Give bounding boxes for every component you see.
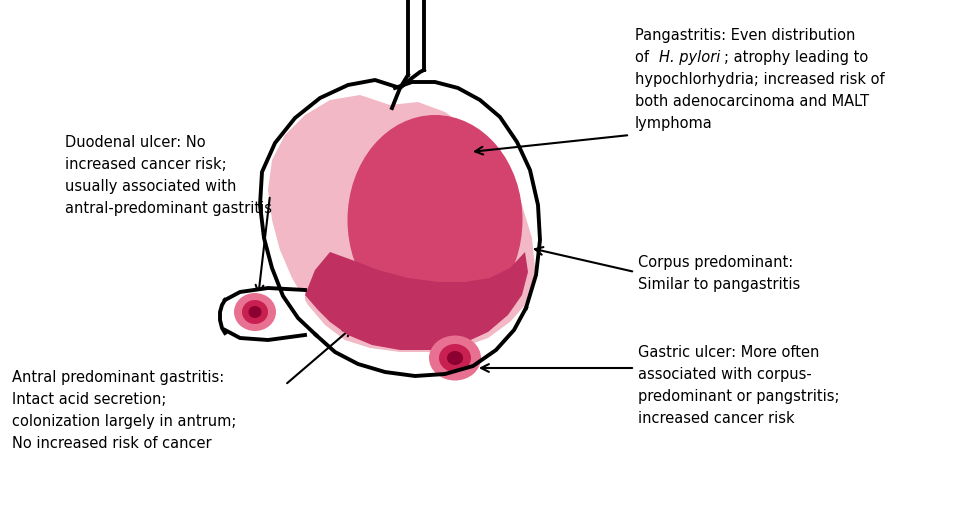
Polygon shape [305, 252, 528, 350]
Ellipse shape [242, 300, 268, 324]
Ellipse shape [447, 351, 463, 365]
Text: associated with corpus-: associated with corpus- [638, 367, 812, 382]
Ellipse shape [348, 115, 523, 325]
Text: increased cancer risk;: increased cancer risk; [65, 157, 227, 172]
Ellipse shape [439, 344, 471, 372]
Text: both adenocarcinoma and MALT: both adenocarcinoma and MALT [635, 94, 869, 109]
Text: of: of [635, 50, 653, 65]
Text: predominant or pangstritis;: predominant or pangstritis; [638, 389, 839, 404]
Polygon shape [268, 95, 535, 352]
Text: colonization largely in antrum;: colonization largely in antrum; [12, 414, 236, 429]
Text: No increased risk of cancer: No increased risk of cancer [12, 436, 212, 451]
Text: hypochlorhydria; increased risk of: hypochlorhydria; increased risk of [635, 72, 885, 87]
Text: ; atrophy leading to: ; atrophy leading to [724, 50, 868, 65]
Text: Corpus predominant:: Corpus predominant: [638, 255, 793, 270]
Text: Intact acid secretion;: Intact acid secretion; [12, 392, 166, 407]
Text: antral-predominant gastritis: antral-predominant gastritis [65, 201, 272, 216]
Polygon shape [220, 288, 305, 340]
Text: H. pylori: H. pylori [659, 50, 720, 65]
Ellipse shape [429, 336, 481, 380]
Text: Gastric ulcer: More often: Gastric ulcer: More often [638, 345, 819, 360]
Text: lymphoma: lymphoma [635, 116, 712, 131]
Text: usually associated with: usually associated with [65, 179, 236, 194]
Text: increased cancer risk: increased cancer risk [638, 411, 795, 426]
Ellipse shape [249, 306, 261, 318]
Text: Similar to pangastritis: Similar to pangastritis [638, 277, 801, 292]
Text: Pangastritis: Even distribution: Pangastritis: Even distribution [635, 28, 856, 43]
Ellipse shape [234, 293, 276, 331]
Text: Antral predominant gastritis:: Antral predominant gastritis: [12, 370, 225, 385]
Text: Duodenal ulcer: No: Duodenal ulcer: No [65, 135, 205, 150]
